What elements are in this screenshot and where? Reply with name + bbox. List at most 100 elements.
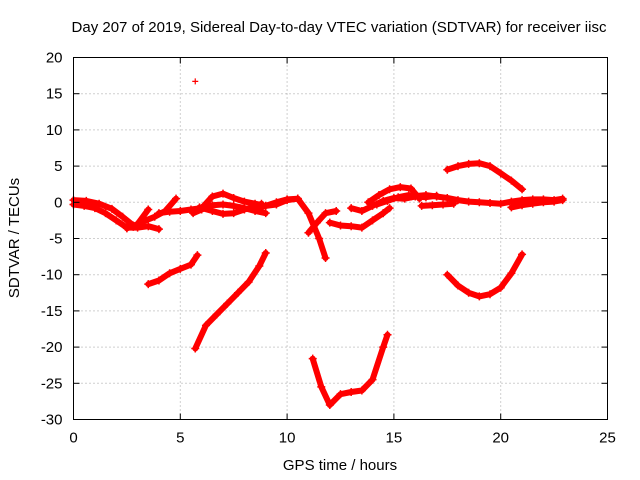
y-tick-label: 20: [46, 50, 63, 67]
data-point-marker: [208, 206, 217, 215]
data-point-marker: [518, 250, 527, 259]
data-trace: [443, 250, 527, 301]
axis-ticks: 0 5 10 15 20 25 -30 -25 -20 -15 -10 -5 0 5 10 15 20: [41, 50, 616, 447]
data-point-marker: [357, 386, 366, 395]
data-point-marker: [229, 209, 238, 218]
data-point-marker: [357, 206, 366, 215]
data-point-marker: [304, 209, 313, 218]
data-trace: [308, 330, 392, 410]
data-point-marker: [261, 201, 270, 210]
data-point-marker: [219, 209, 228, 218]
data-trace: [192, 78, 199, 85]
data-trace-band: [365, 184, 423, 206]
data-point-marker: [144, 205, 153, 214]
data-point-marker: [368, 375, 377, 384]
data-point-marker: [374, 191, 383, 200]
data-point-marker: [189, 209, 198, 218]
data-point-marker: [496, 169, 505, 178]
data-point-marker: [95, 199, 104, 208]
data-trace: [443, 159, 527, 194]
data-point-marker: [507, 269, 516, 278]
y-axis-label: SDTVAR / TECUs: [6, 178, 23, 298]
data-point-marker: [453, 162, 462, 171]
data-point-marker: [385, 204, 394, 213]
data-point-marker: [406, 192, 415, 201]
data-point-marker: [261, 248, 270, 257]
data-trace: [379, 204, 394, 218]
x-tick-label: 15: [386, 430, 403, 447]
data-point-marker: [475, 198, 484, 207]
data-point-marker: [347, 387, 356, 396]
data-point-marker: [223, 299, 232, 308]
data-point-marker: [432, 192, 441, 201]
x-tick-label: 20: [492, 430, 509, 447]
data-point-marker: [396, 183, 405, 192]
data-point-marker: [112, 216, 121, 225]
data-point-marker: [443, 270, 452, 279]
data-point-marker: [101, 209, 110, 218]
data-point-marker: [195, 203, 204, 212]
data-trace: [122, 205, 153, 233]
data-point-marker: [550, 197, 559, 206]
data-point-marker: [332, 206, 341, 215]
x-tick-label: 10: [279, 430, 296, 447]
data-point-marker: [464, 197, 473, 206]
data-point-marker: [443, 193, 452, 202]
data-point-marker: [486, 199, 495, 208]
x-tick-label: 0: [69, 430, 77, 447]
y-tick-label: -5: [49, 231, 62, 248]
data-point-marker: [82, 196, 91, 205]
data-point-marker: [372, 200, 381, 209]
data-point-marker: [186, 260, 195, 269]
x-axis-label: GPS time / hours: [283, 457, 397, 474]
y-tick-label: 10: [46, 122, 63, 139]
data-point-marker: [383, 330, 392, 339]
chart-title: Day 207 of 2019, Sidereal Day-to-day VTE…: [72, 19, 607, 36]
data-point-marker: [439, 200, 448, 209]
data-trace-band: [444, 251, 526, 300]
data-point-marker: [336, 390, 345, 399]
data-point-marker: [193, 251, 202, 260]
data-point-marker: [304, 228, 313, 237]
data-point-marker: [383, 196, 392, 205]
data-point-marker: [336, 221, 345, 230]
data-point-marker: [255, 262, 264, 271]
data-point-marker: [475, 292, 484, 301]
data-point-marker: [347, 222, 356, 231]
data-point-marker: [261, 209, 270, 218]
data-point-marker: [208, 192, 217, 201]
data-point-marker: [229, 193, 238, 202]
data-point-marker: [507, 203, 516, 212]
data-point-marker: [507, 176, 516, 185]
data-point-marker: [428, 201, 437, 210]
data-point-marker: [293, 194, 302, 203]
data-point-marker: [122, 224, 131, 233]
data-point-marker: [251, 205, 260, 214]
data-point-marker: [321, 254, 330, 263]
data-point-marker: [406, 184, 415, 193]
data-point-marker: [539, 198, 548, 207]
data-point-marker: [118, 212, 127, 221]
data-point-marker: [154, 209, 163, 218]
data-point-marker: [191, 344, 200, 353]
data-point-marker: [486, 162, 495, 171]
data-point-marker: [212, 310, 221, 319]
data-trace: [251, 194, 330, 263]
data-trace-band: [373, 192, 412, 208]
data-point-marker: [347, 204, 356, 213]
data-point-marker: [315, 234, 324, 243]
x-tick-label: 5: [176, 430, 184, 447]
data-point-marker: [317, 382, 326, 391]
data-point-marker: [283, 195, 292, 204]
data-point-marker: [486, 290, 495, 299]
data-trace: [507, 196, 567, 212]
data-point-marker: [475, 159, 484, 168]
data-point-marker: [443, 165, 452, 174]
y-tick-label: -15: [41, 303, 63, 320]
y-tick-label: -30: [41, 412, 63, 429]
data-point-marker: [385, 185, 394, 194]
data-trace: [364, 183, 424, 207]
data-point-marker: [308, 354, 317, 363]
data-point-marker: [165, 269, 174, 278]
data-point-marker: [201, 321, 210, 330]
